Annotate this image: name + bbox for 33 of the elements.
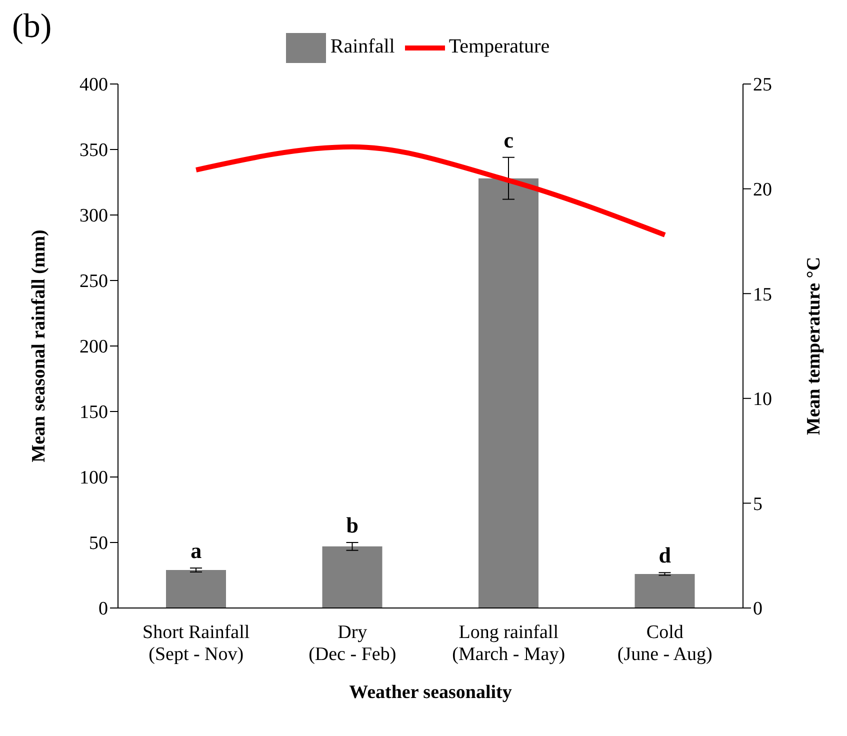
annotation: c bbox=[504, 127, 514, 152]
annotation: a bbox=[190, 538, 202, 564]
chart-title: (b) bbox=[12, 8, 52, 46]
y-tick-label: 150 bbox=[80, 402, 108, 424]
y2-tick-label: 25 bbox=[753, 74, 772, 96]
x-tick-label: Short Rainfall (Sept - Nov) bbox=[142, 622, 250, 665]
y-tick-label: 50 bbox=[89, 533, 108, 554]
y-tick-label: 200 bbox=[80, 336, 108, 358]
legend-label: Rainfall bbox=[330, 36, 395, 58]
y-tick-label: 0 bbox=[98, 598, 108, 620]
y2-axis-title: Mean temperature °C bbox=[804, 256, 825, 436]
y-axis-title: Mean seasonal rainfall (mm) bbox=[28, 230, 50, 462]
x-tick-label: Cold (June - Aug) bbox=[617, 622, 712, 665]
y-tick-label: 300 bbox=[80, 206, 108, 227]
bar bbox=[478, 178, 538, 608]
bar bbox=[166, 570, 226, 608]
y-tick-label: 400 bbox=[80, 74, 108, 96]
legend-label: Temperature bbox=[448, 36, 550, 58]
y2-tick-label: 0 bbox=[753, 598, 762, 620]
y-tick-label: 350 bbox=[80, 140, 108, 162]
annotation: b bbox=[346, 512, 358, 538]
y-tick-label: 100 bbox=[80, 468, 108, 489]
y2-tick-label: 5 bbox=[753, 494, 762, 515]
x-tick-label: Dry (Dec - Feb) bbox=[308, 622, 396, 665]
x-tick-label: Long rainfall (March - May) bbox=[452, 622, 566, 665]
bar bbox=[634, 574, 695, 608]
x-axis-title: Weather seasonality bbox=[349, 682, 512, 703]
bar bbox=[322, 546, 382, 608]
y2-tick-label: 20 bbox=[753, 180, 772, 201]
annotation: d bbox=[658, 542, 671, 568]
y-tick-label: 250 bbox=[80, 271, 108, 292]
y2-tick-label: 10 bbox=[753, 389, 772, 410]
y2-tick-label: 15 bbox=[753, 284, 772, 306]
